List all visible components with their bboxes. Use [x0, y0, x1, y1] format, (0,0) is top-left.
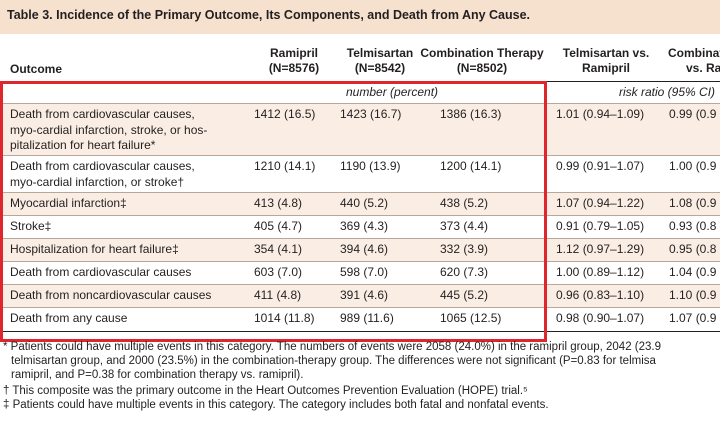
row-telmi-vs-rami: 1.00 (0.89–1.12) — [556, 265, 645, 279]
row-rule — [0, 215, 720, 216]
row-ramipril: 354 (4.1) — [254, 242, 303, 256]
table-row: Death from cardiovascular causes 603 (7.… — [0, 262, 720, 284]
row-rule — [0, 155, 720, 156]
table-bottom-rule — [0, 331, 720, 332]
row-rule — [0, 238, 720, 239]
footnote-1-cont-2: ramipril, and P=0.38 for combination the… — [11, 369, 304, 381]
footnote-3: ‡ Patients could have multiple events in… — [3, 399, 549, 411]
table-title-bar: Table 3. Incidence of the Primary Outcom… — [0, 0, 720, 34]
row-combo-vs: 0.95 (0.8 — [669, 242, 717, 256]
row-ramipril: 413 (4.8) — [254, 196, 303, 210]
row-combination: 1386 (16.3) — [440, 107, 502, 121]
header-ramipril: Ramipril (N=8576) — [268, 46, 320, 75]
footnote-1: * Patients could have multiple events in… — [3, 341, 661, 353]
row-outcome: Myocardial infarction‡ — [10, 196, 127, 210]
row-combination: 1200 (14.1) — [440, 159, 502, 173]
row-outcome: Death from noncardiovascular causes — [10, 288, 212, 302]
table-row: Myocardial infarction‡ 413 (4.8) 440 (5.… — [0, 193, 720, 215]
subheader-rule — [0, 103, 720, 104]
header-combo-vs: Combinatiovs. Ra — [668, 46, 720, 75]
table-row: Hospitalization for heart failure‡ 354 (… — [0, 239, 720, 261]
row-combination: 620 (7.3) — [440, 265, 489, 279]
row-telmisartan: 989 (11.6) — [340, 311, 394, 325]
header-combination: Combination Therapy (N=8502) — [420, 46, 544, 75]
row-outcome: Hospitalization for heart failure‡ — [10, 242, 179, 256]
row-combination: 373 (4.4) — [440, 219, 489, 233]
row-combo-vs: 1.07 (0.9 — [669, 311, 717, 325]
row-outcome: Death from cardiovascular causes, myo-ca… — [10, 159, 195, 189]
footnote-1-cont: telmisartan group, and 2000 (23.5%) in t… — [11, 355, 656, 367]
footnote-2: † This composite was the primary outcome… — [3, 385, 528, 397]
row-telmi-vs-rami: 1.01 (0.94–1.09) — [556, 107, 645, 121]
row-combo-vs: 1.00 (0.9 — [669, 159, 717, 173]
row-outcome: Death from cardiovascular causes — [10, 265, 192, 279]
table-body: Ramipril (N=8576) Telmisartan (N=8542) Com… — [0, 34, 720, 423]
row-outcome: Stroke‡ — [10, 219, 52, 233]
row-telmisartan: 394 (4.6) — [340, 242, 389, 256]
table-row: Death from cardiovascular causes, myo-ca… — [0, 104, 720, 155]
row-combination: 1065 (12.5) — [440, 311, 502, 325]
subheader-counts: number (percent) — [346, 85, 439, 99]
row-ramipril: 411 (4.8) — [254, 288, 302, 302]
row-rule — [0, 284, 720, 285]
row-telmi-vs-rami: 0.98 (0.90–1.07) — [556, 311, 645, 325]
row-combo-vs: 0.99 (0.9 — [669, 107, 717, 121]
row-telmi-vs-rami: 1.07 (0.94–1.22) — [556, 196, 645, 210]
row-ramipril: 603 (7.0) — [254, 265, 303, 279]
row-combo-vs: 1.10 (0.9 — [669, 288, 717, 302]
row-combination: 438 (5.2) — [440, 196, 489, 210]
row-rule — [0, 261, 720, 262]
row-ramipril: 405 (4.7) — [254, 219, 303, 233]
table-row: Death from any cause 1014 (11.8) 989 (11… — [0, 308, 720, 330]
row-telmisartan: 440 (5.2) — [340, 196, 389, 210]
row-telmisartan: 1190 (13.9) — [340, 159, 401, 173]
row-ramipril: 1210 (14.1) — [254, 159, 316, 173]
row-telmi-vs-rami: 0.96 (0.83–1.10) — [556, 288, 645, 302]
header-telmisartan: Telmisartan (N=8542) — [346, 46, 414, 75]
row-telmi-vs-rami: 1.12 (0.97–1.29) — [556, 242, 645, 256]
row-combo-vs: 1.08 (0.9 — [669, 196, 717, 210]
table-row: Death from noncardiovascular causes 411 … — [0, 285, 720, 307]
row-ramipril: 1412 (16.5) — [254, 107, 316, 121]
row-outcome: Death from any cause — [10, 311, 128, 325]
row-combo-vs: 1.04 (0.9 — [669, 265, 717, 279]
row-combo-vs: 0.93 (0.8 — [669, 219, 717, 233]
row-rule — [0, 307, 720, 308]
row-telmi-vs-rami: 0.99 (0.91–1.07) — [556, 159, 645, 173]
header-outcome: Outcome — [10, 62, 63, 76]
header-telmi-vs-rami: Telmisartan vs. Ramipril — [562, 46, 650, 75]
row-telmisartan: 1423 (16.7) — [340, 107, 402, 121]
subheader-ratio: risk ratio (95% CI) — [619, 85, 716, 99]
row-outcome: Death from cardiovascular causes, myo-ca… — [10, 107, 208, 152]
table-row: Stroke‡ 405 (4.7) 369 (4.3) 373 (4.4) 0.… — [0, 216, 720, 238]
row-telmisartan: 369 (4.3) — [340, 219, 389, 233]
row-combination: 445 (5.2) — [440, 288, 489, 302]
row-telmisartan: 391 (4.6) — [340, 288, 389, 302]
table-title: Table 3. Incidence of the Primary Outcom… — [7, 8, 531, 22]
row-telmi-vs-rami: 0.91 (0.79–1.05) — [556, 219, 645, 233]
row-rule — [0, 192, 720, 193]
row-ramipril: 1014 (11.8) — [254, 311, 315, 325]
header-rule — [0, 81, 720, 82]
row-combination: 332 (3.9) — [440, 242, 489, 256]
table-row: Death from cardiovascular causes, myo-ca… — [0, 156, 720, 192]
row-telmisartan: 598 (7.0) — [340, 265, 389, 279]
